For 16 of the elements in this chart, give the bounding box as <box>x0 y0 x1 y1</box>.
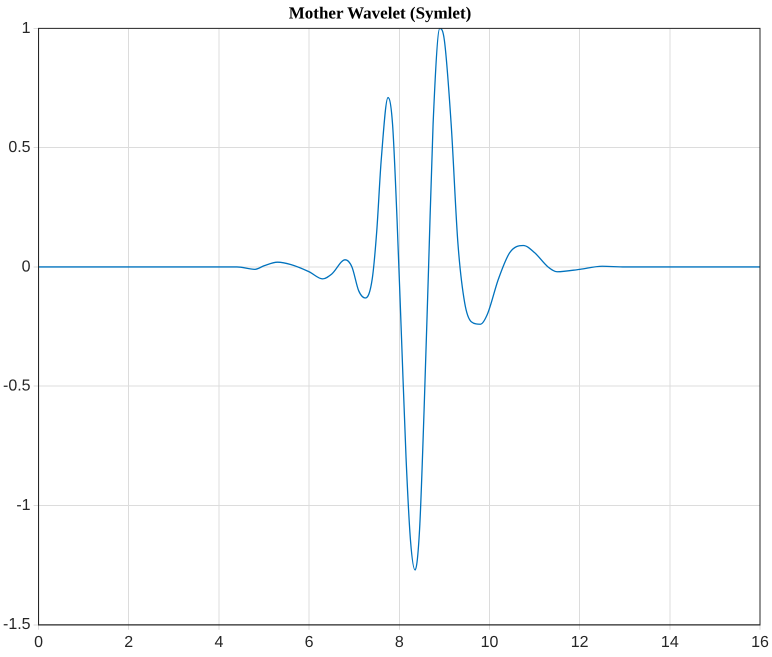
y-tick-label: -1 <box>16 496 31 514</box>
y-tick-label: -1.5 <box>2 616 31 634</box>
x-tick-label: 6 <box>304 634 314 651</box>
x-tick-label: 12 <box>570 634 589 651</box>
y-tick-label: 0 <box>22 258 31 276</box>
x-tick-label: 0 <box>34 634 44 651</box>
y-tick-label: -0.5 <box>2 378 31 395</box>
y-tick-label: 1 <box>22 20 31 37</box>
x-tick-label: 4 <box>214 634 224 651</box>
x-tick-label: 8 <box>394 634 404 651</box>
x-tick-label: 10 <box>480 634 498 651</box>
x-tick-label: 16 <box>751 634 769 651</box>
x-tick-label: 2 <box>124 634 134 651</box>
chart-title: Mother Wavelet (Symlet) <box>288 4 472 23</box>
x-tick-label: 14 <box>660 634 679 651</box>
y-tick-label: 0.5 <box>8 139 31 156</box>
